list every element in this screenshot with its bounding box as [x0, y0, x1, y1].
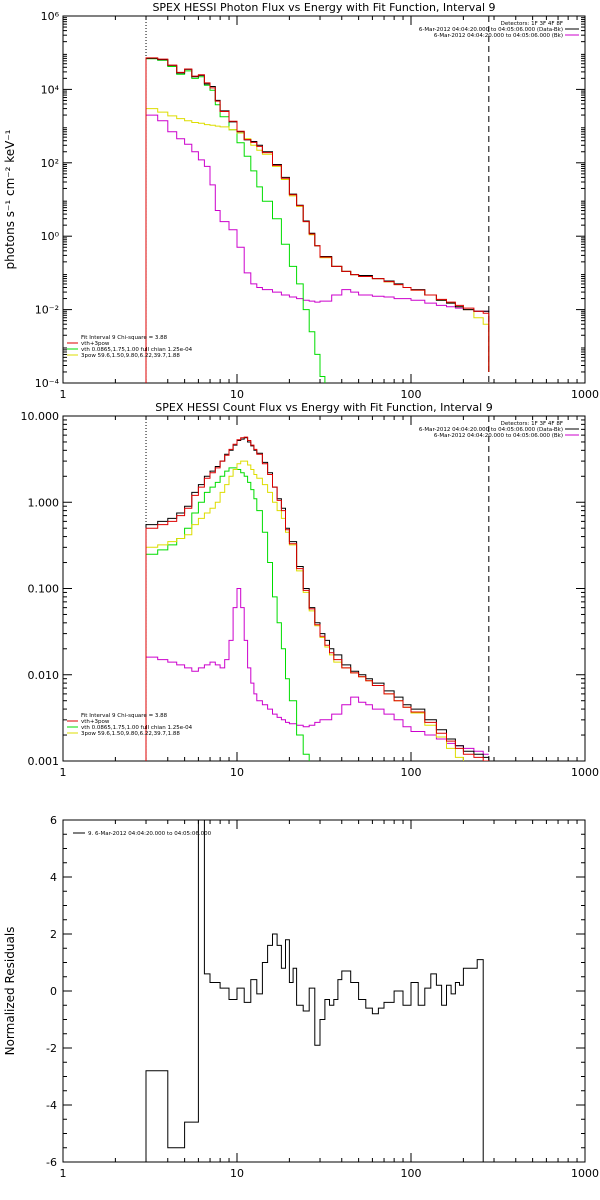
y-tick-label: 0.001	[28, 755, 60, 768]
y-tick-label: 0	[50, 985, 57, 998]
y-tick-label: -4	[46, 1099, 57, 1112]
x-tick-label: 1000	[571, 388, 599, 401]
y-tick-label: 6	[50, 814, 57, 827]
series-line-bk	[145, 588, 489, 761]
photon-flux-panel: SPEX HESSI Photon Flux vs Energy with Fi…	[3, 1, 599, 401]
legend-top-right-entry: 6-Mar-2012 04:04:20.000 to 04:05:06.000 …	[419, 27, 563, 33]
legend-top-right-entry: 6-Mar-2012 04:04:20.000 to 04:05:06.000 …	[419, 427, 563, 433]
x-tick-label: 1	[60, 766, 67, 779]
y-tick-label: 10.000	[21, 410, 60, 423]
residuals-panel: 1 10 100 1000 -6 -4 -2 0 2 4 6 Normalized Residuals…	[3, 814, 599, 1180]
legend-bottom-left-entry: vth 0.0865,1.75,1.00 full chian 1.25e-04	[81, 725, 193, 731]
plot-frame	[62, 15, 586, 384]
legend-bottom-left-entry: 3pow 59.6,1.50,9.80,6.22,39.7,1.88	[81, 353, 180, 359]
y-axis-label: photons s⁻¹ cm⁻² keV⁻¹	[3, 129, 17, 269]
chart-title: SPEX HESSI Photon Flux vs Energy with Fi…	[152, 1, 495, 14]
legend-bottom-left-entry: vth 0.0865,1.75,1.00 full chian 1.25e-04	[81, 347, 193, 353]
y-tick-label: 10⁰	[41, 230, 60, 243]
y-tick-label: 0.100	[28, 583, 60, 596]
x-tick-label: 10	[230, 388, 244, 401]
x-tick-label: 100	[401, 766, 422, 779]
y-tick-label: 10⁻²	[35, 304, 59, 317]
series-line-vth	[145, 467, 310, 761]
y-tick-label: 1.000	[28, 496, 60, 509]
y-tick-label: 10⁻⁴	[35, 377, 60, 390]
x-tick-label: 10	[230, 1167, 244, 1180]
legend-bottom-left-entry: 3pow 59.6,1.50,9.80,6.22,39.7,1.88	[81, 731, 180, 737]
y-tick-label: -6	[46, 1156, 57, 1169]
legend-top-right-entry: 6-Mar-2012 04:04:20.000 to 04:05:06.000 …	[434, 433, 563, 439]
legend-top-right-entry: Detectors: 1F 3F 4F 8F	[501, 21, 563, 27]
series-line-vth-3pow	[145, 57, 490, 383]
legend-bottom-left-entry: Fit Interval 9 Chi-square = 3.88	[81, 335, 168, 341]
x-tick-label: 10	[230, 766, 244, 779]
y-tick-label: -2	[46, 1042, 57, 1055]
chart-title: SPEX HESSI Count Flux vs Energy with Fit…	[155, 401, 492, 414]
legend-top-right-entry: Detectors: 1F 3F 4F 8F	[501, 421, 563, 427]
x-tick-label: 1	[60, 1167, 67, 1180]
x-tick-label: 1	[60, 388, 67, 401]
y-tick-label: 0.010	[28, 669, 60, 682]
y-tick-label: 4	[50, 871, 57, 884]
series-line-bk	[145, 114, 489, 383]
y-tick-label: 2	[50, 928, 57, 941]
x-tick-label: 100	[401, 388, 422, 401]
y-tick-label: 10⁴	[41, 83, 60, 96]
x-tick-label: 1000	[571, 1167, 599, 1180]
x-tick-label: 1000	[571, 766, 599, 779]
legend-top-right-entry: 6-Mar-2012 04:04:20.000 to 04:05:06.000 …	[434, 33, 563, 39]
legend-top-left-entry: 9. 6-Mar-2012 04:04:20.000 to 04:05:06.0…	[88, 831, 212, 837]
series-line-vth-3pow	[145, 436, 490, 761]
legend-bottom-left-entry: vth+3pow	[81, 719, 110, 725]
y-tick-label: 10⁶	[41, 10, 60, 23]
y-axis-label: Normalized Residuals	[3, 927, 17, 1056]
legend-bottom-left-entry: vth+3pow	[81, 341, 110, 347]
count-flux-panel: SPEX HESSI Count Flux vs Energy with Fit…	[21, 401, 600, 779]
x-tick-label: 100	[401, 1167, 422, 1180]
y-tick-label: 10²	[41, 157, 59, 170]
legend-bottom-left-entry: Fit Interval 9 Chi-square = 3.88	[81, 713, 168, 719]
series-line-9-	[145, 820, 489, 1162]
